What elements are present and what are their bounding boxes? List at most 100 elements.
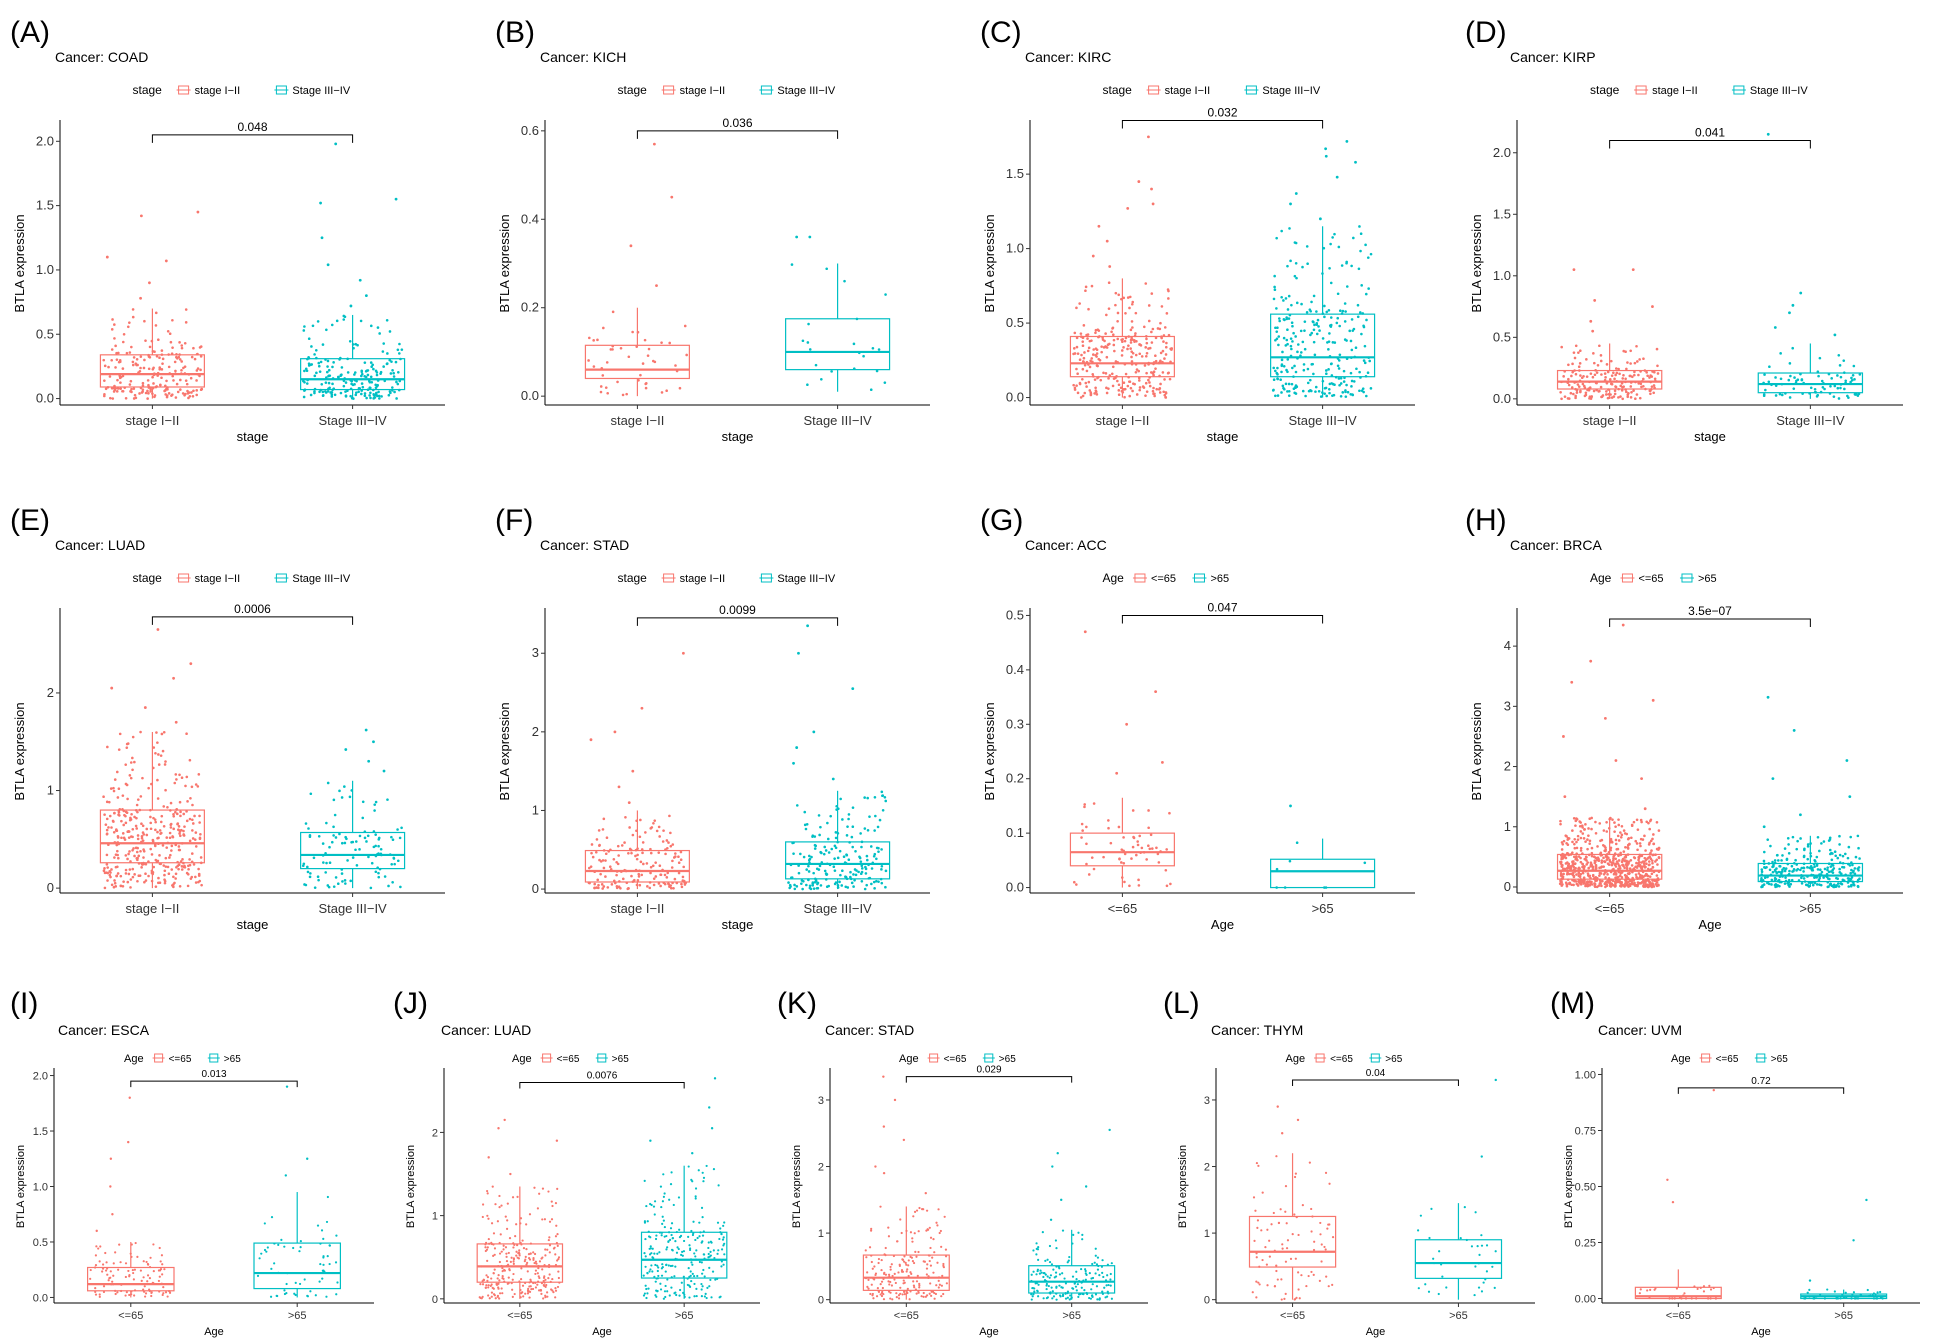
data-point [1560,848,1564,851]
data-point [340,872,344,875]
x-tick-label: Stage III−IV [318,413,387,428]
data-point [1610,359,1613,363]
data-point [522,1247,526,1250]
data-point [1599,839,1602,843]
data-point [1582,374,1585,378]
data-point [1619,395,1622,398]
data-point [1089,392,1093,396]
data-point [940,1295,943,1298]
data-point [1331,236,1334,239]
data-point [1621,397,1624,401]
data-point [1124,336,1128,340]
y-tick-label: 1 [818,1228,824,1240]
data-point [1145,337,1148,341]
data-point [883,795,887,799]
data-point [546,1248,549,1251]
data-point [1595,885,1599,889]
data-point [306,870,310,874]
data-point [1581,832,1585,835]
data-point [131,1268,134,1272]
data-point [1844,379,1848,383]
data-point [179,834,182,838]
data-point [1572,883,1575,887]
data-point [116,796,120,799]
data-point [601,374,605,377]
legend-key [542,1053,552,1063]
jitter-points-1 [587,651,687,891]
data-point [671,1249,674,1252]
data-point [1830,858,1834,862]
data-point [1566,843,1570,846]
data-point [118,376,122,380]
data-point [106,879,109,882]
data-point [1350,318,1354,321]
data-point [1140,846,1144,850]
data-point [1124,372,1128,376]
data-point [353,371,357,374]
data-point [1337,359,1341,362]
data-point [1764,388,1767,392]
data-point [915,1209,919,1212]
data-point [1330,362,1333,365]
data-point [151,375,154,379]
data-point [172,875,175,879]
data-point [146,1274,150,1277]
data-point [326,1255,329,1258]
data-point [509,1260,512,1263]
data-point [1311,362,1314,366]
data-point [154,828,157,832]
data-point [103,886,107,890]
box-1 [99,809,205,864]
data-point [606,391,609,395]
data-point [124,872,128,875]
x-axis-label: Age [204,1326,224,1338]
data-point [136,858,139,862]
box-2 [1028,1265,1116,1294]
data-point [1579,846,1583,850]
outlier-point [1125,722,1129,726]
data-point [128,850,131,853]
data-point [512,1260,515,1263]
data-point [1131,338,1134,341]
data-point [843,279,846,283]
data-point [1299,351,1303,354]
data-point [114,1251,117,1254]
data-point [156,859,160,863]
data-point [1101,1290,1104,1293]
data-point [1600,373,1603,376]
data-point [1336,316,1340,320]
legend-entry: stage I−II [1165,85,1211,97]
data-point [188,395,192,398]
data-point [516,1256,519,1259]
data-point [594,850,598,854]
data-point [873,852,877,856]
data-point [1787,878,1791,882]
data-point [887,1226,890,1229]
data-point [178,773,181,777]
data-point [666,871,670,875]
data-point [132,387,136,390]
data-point [1314,385,1318,389]
data-point [1760,868,1764,871]
x-tick-label: >65 [1312,901,1334,916]
data-point [1783,847,1787,850]
data-point [380,395,383,398]
data-point [1122,296,1126,300]
data-point [1780,393,1784,397]
data-point [145,1260,148,1264]
data-point [513,1292,516,1296]
data-point [385,362,389,366]
box-2 [300,358,406,391]
y-tick-label: 0.0 [36,391,54,406]
data-point [131,756,134,760]
data-point [1775,867,1778,870]
data-point [1272,297,1276,301]
data-point [342,318,346,321]
data-point [1827,870,1831,874]
data-point [1095,1285,1099,1288]
data-point [664,1284,667,1288]
data-point [689,1270,692,1273]
data-point [1277,1221,1280,1225]
data-point [599,385,603,388]
data-point [1615,847,1619,851]
